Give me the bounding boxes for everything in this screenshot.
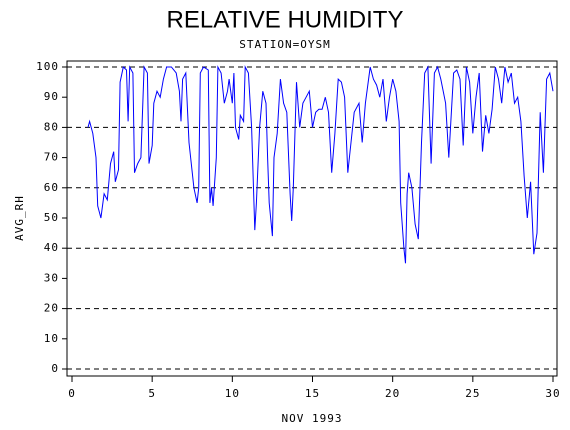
y-tick-label: 0 [51,362,59,375]
data-line [87,65,554,264]
y-tick-label: 40 [44,241,59,254]
x-tick-label: 15 [305,387,320,400]
plot-frame [66,60,558,377]
y-tick-label: 60 [44,181,59,194]
x-axis-label: NOV 1993 [282,412,343,425]
y-tick-label: 50 [44,211,59,224]
y-tick-label: 100 [36,60,59,73]
y-tick-label: 10 [44,332,59,345]
y-tick-label: 20 [44,302,59,315]
y-tick-label: 80 [44,120,59,133]
y-tick-label: 30 [44,271,59,284]
y-tick-label: 70 [44,151,59,164]
y-axis-label: AVG_RH [13,195,26,241]
x-tick-label: 30 [545,387,560,400]
x-tick-label: 20 [385,387,400,400]
chart-subtitle: STATION=OYSM [239,38,330,51]
x-tick-label: 0 [68,387,76,400]
chart-title: RELATIVE HUMIDITY [167,6,404,33]
x-tick-label: 10 [225,387,240,400]
x-tick-label: 5 [148,387,156,400]
x-tick-label: 25 [465,387,480,400]
y-tick-label: 90 [44,90,59,103]
